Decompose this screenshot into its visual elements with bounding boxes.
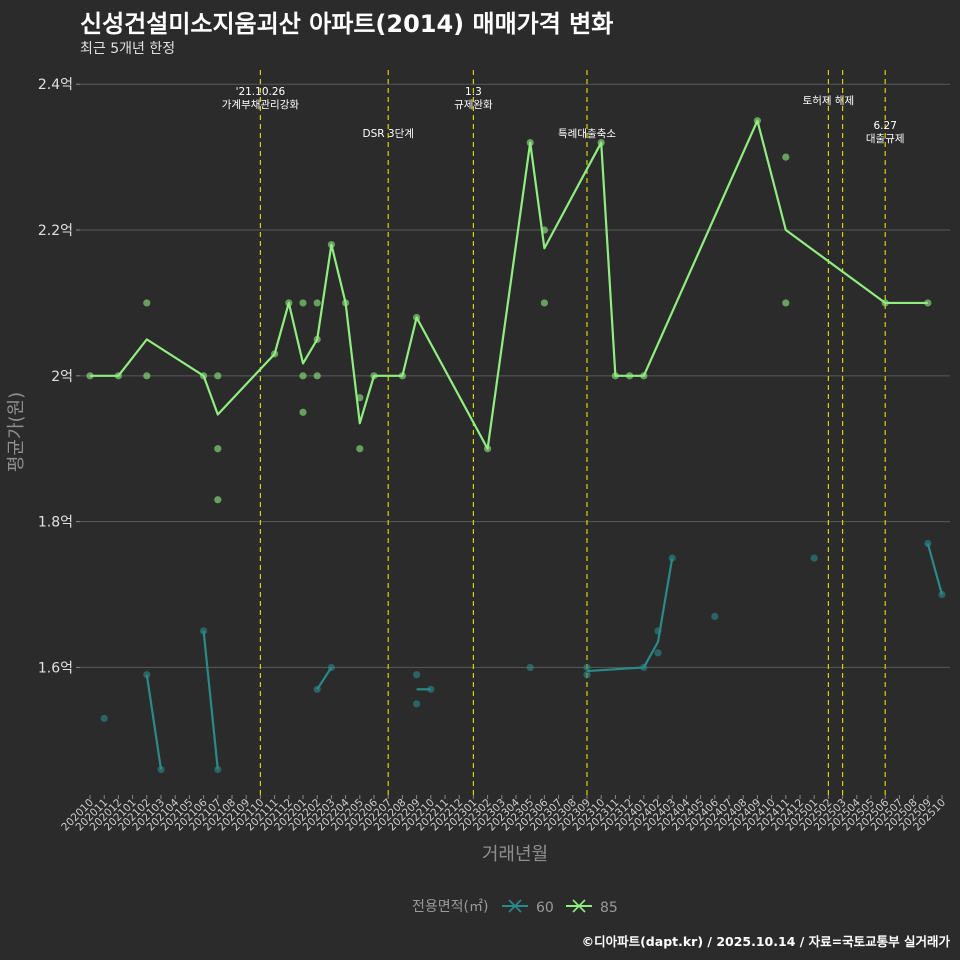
y-tick-label: 2.2억 bbox=[38, 223, 73, 239]
event-annotation: 특례대출축소 bbox=[558, 128, 616, 140]
data-point-60 bbox=[526, 663, 534, 672]
chart-subtitle: 최근 5개년 한정 bbox=[80, 41, 176, 57]
trend-line-85 bbox=[90, 119, 928, 450]
data-point-85 bbox=[313, 299, 321, 307]
data-point-60 bbox=[583, 663, 591, 672]
legend: 전용면적(㎡) 60 85 bbox=[412, 899, 618, 916]
series-layer bbox=[86, 117, 946, 774]
data-point-85 bbox=[214, 372, 222, 380]
data-point-85 bbox=[143, 372, 151, 380]
trend-segment-60 bbox=[586, 557, 674, 673]
trend-segment-60 bbox=[316, 666, 333, 690]
data-point-85 bbox=[782, 153, 790, 161]
data-point-60 bbox=[711, 612, 719, 620]
source-caption: ©디아파트(dapt.kr) / 2025.10.14 / 자료=국토교통부 실… bbox=[581, 934, 950, 949]
legend-label: 60 bbox=[536, 900, 554, 916]
data-point-60 bbox=[654, 649, 662, 657]
data-point-85 bbox=[299, 299, 307, 307]
data-point-85 bbox=[924, 299, 932, 307]
data-point-85 bbox=[313, 372, 321, 380]
event-annotation: DSR 3단계 bbox=[363, 128, 414, 140]
data-point-60 bbox=[810, 554, 818, 562]
event-annotation: 6.27 대출규제 bbox=[866, 120, 905, 145]
legend-key-60: 60 bbox=[502, 899, 554, 916]
data-point-60 bbox=[583, 671, 591, 679]
data-point-60 bbox=[413, 671, 421, 679]
data-point-85 bbox=[214, 496, 222, 504]
event-annotation: 1.3 규제완화 bbox=[454, 86, 493, 111]
legend-mark bbox=[572, 899, 586, 913]
data-point-85 bbox=[143, 299, 151, 307]
data-point-85 bbox=[356, 445, 364, 453]
legend-label: 85 bbox=[600, 900, 618, 916]
y-tick-label: 2.4억 bbox=[38, 77, 73, 93]
data-point-85 bbox=[782, 299, 790, 307]
y-tick-label: 2억 bbox=[51, 369, 73, 385]
series-85 bbox=[86, 117, 932, 504]
y-tick-label: 1.6억 bbox=[38, 660, 73, 676]
event-annotation: 토허제 해제 bbox=[803, 94, 855, 107]
data-point-60 bbox=[100, 714, 108, 723]
trend-segment-60 bbox=[202, 630, 219, 770]
chart-title: 신성건설미소지움괴산 아파트(2014) 매매가격 변화 bbox=[80, 10, 614, 38]
y-tick-label: 1.8억 bbox=[38, 515, 73, 531]
data-point-85 bbox=[214, 445, 222, 453]
trend-segment-60 bbox=[145, 674, 163, 770]
x-axis-title: 거래년월 bbox=[482, 844, 548, 865]
gridlines bbox=[80, 83, 950, 668]
legend-title: 전용면적(㎡) bbox=[412, 899, 488, 915]
series-60 bbox=[100, 539, 946, 774]
y-axis-ticks: 1.6억 1.8억 2억 2.2억 2.4억 bbox=[38, 77, 80, 676]
data-point-60 bbox=[413, 700, 421, 708]
legend-key-85: 85 bbox=[566, 899, 618, 916]
data-point-85 bbox=[299, 408, 307, 416]
x-axis-ticks: 2020102020112020122021012021022021032021… bbox=[59, 795, 948, 833]
data-point-85 bbox=[299, 372, 307, 380]
event-annotation: '21.10.26 가계부채관리강화 bbox=[222, 86, 300, 111]
y-axis-title: 평균가(원) bbox=[6, 392, 27, 472]
data-point-85 bbox=[540, 299, 549, 307]
trend-segment-60 bbox=[926, 543, 944, 595]
legend-mark bbox=[508, 899, 522, 913]
